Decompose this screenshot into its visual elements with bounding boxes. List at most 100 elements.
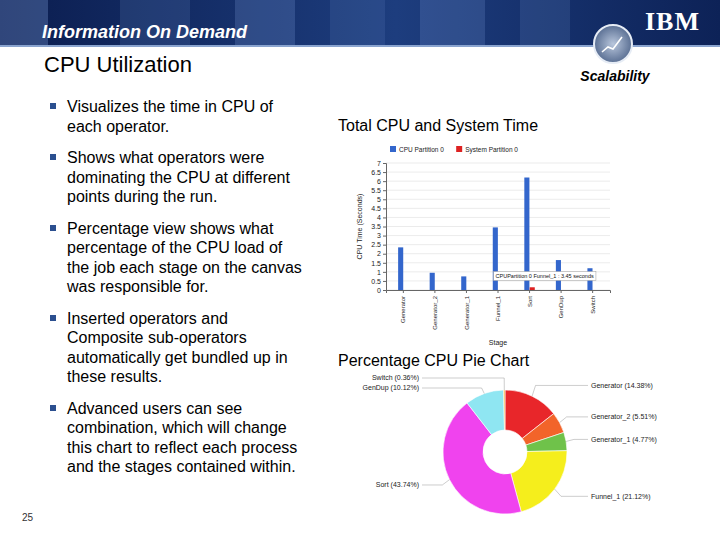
logo: IBM	[645, 7, 700, 36]
leader-line	[560, 417, 588, 423]
leader-line	[532, 385, 588, 396]
bullet-marker	[50, 103, 56, 109]
bullet-item: Shows what operators were dominating the…	[50, 148, 302, 207]
grid-line	[386, 172, 610, 173]
x-axis: Generator Generator_2 Generator_1 Funnel_1 S…	[387, 290, 611, 330]
x-tick: Generator	[400, 290, 406, 323]
bullet-marker	[50, 315, 56, 321]
y-tick-label: 5	[377, 196, 381, 203]
badge-label: Scalability	[580, 68, 650, 84]
banner-decoration	[420, 0, 485, 45]
bullet-list: Visualizes the time in CPU of each opera…	[50, 97, 302, 489]
leader-line	[566, 439, 588, 441]
banner-decoration	[330, 0, 385, 45]
y-tick: 5	[377, 196, 386, 203]
bullet-text: Advanced users can see combination, whic…	[67, 400, 297, 476]
y-tick-mark	[383, 281, 386, 282]
leader-line	[555, 489, 588, 496]
grid-line	[386, 208, 610, 209]
bullet-text: Percentage view shows what percentage of…	[67, 220, 302, 296]
y-tick-mark	[383, 290, 386, 291]
y-tick: 2	[377, 250, 386, 257]
pie-label: Sort (43.74%)	[376, 481, 419, 489]
badge-icon	[594, 25, 632, 63]
x-axis-title: Stage	[489, 339, 507, 347]
legend-swatch	[390, 146, 396, 152]
x-tick-mark	[561, 290, 562, 293]
bar	[430, 273, 435, 290]
y-tick-mark	[383, 163, 386, 164]
badge-glyph	[602, 37, 622, 52]
legend-label: CPU Partition 0	[399, 146, 444, 153]
pie-label: Funnel_1 (21.12%)	[591, 493, 651, 501]
y-tick-label: 1	[377, 269, 381, 276]
slide-title: CPU Utilization	[44, 52, 192, 77]
banner-text: Information On Demand	[42, 22, 248, 42]
y-tick-mark	[383, 181, 386, 182]
grid-line	[386, 181, 610, 182]
y-tick-label: 3.5	[371, 223, 381, 230]
pie-label: Generator_1 (4.77%)	[591, 436, 657, 444]
bullet-text: Visualizes the time in CPU of each opera…	[67, 98, 273, 135]
y-axis-title: CPU Time (Seconds)	[356, 194, 364, 260]
x-tick-label: Generator_1	[464, 295, 470, 329]
y-tick: 4	[377, 214, 386, 221]
bar	[403, 290, 408, 291]
leader-line	[422, 378, 504, 390]
annotation-box	[494, 272, 596, 281]
x-tick: Switch	[590, 290, 596, 314]
y-tick: 0	[377, 287, 386, 294]
bullet-marker	[50, 405, 56, 411]
x-tick-mark	[403, 290, 404, 293]
x-tick-label: GenDup	[558, 295, 564, 318]
bar	[467, 290, 472, 291]
y-tick: 3	[377, 232, 386, 239]
x-tick-mark	[529, 290, 530, 293]
leader-line	[422, 388, 484, 394]
pie-slice	[511, 451, 567, 512]
y-axis-line	[383, 164, 387, 291]
y-tick: 6.5	[371, 169, 386, 176]
y-tick-mark	[383, 254, 386, 255]
y-tick-label: 7	[377, 160, 381, 167]
y-tick-label: 2.5	[371, 241, 381, 248]
y-tick-label: 6	[377, 178, 381, 185]
x-tick-label: Switch	[590, 296, 596, 314]
page-number: 25	[22, 512, 34, 523]
grid-line	[386, 163, 610, 164]
slide: Information On Demand IBM Scalability CPU U…	[0, 0, 720, 540]
bar	[435, 290, 440, 291]
bullet-item: Inserted operators and Composite sub-ope…	[50, 309, 302, 387]
grid-line	[386, 226, 610, 227]
bar	[530, 287, 535, 290]
x-tick-label: Generator_2	[432, 295, 438, 329]
x-tick-label: Funnel_1	[495, 295, 501, 321]
pie-label: Generator (14.38%)	[591, 382, 653, 390]
grid-line	[386, 244, 610, 245]
pie	[443, 390, 567, 514]
x-axis-line	[387, 291, 611, 294]
legend-swatch	[456, 146, 462, 152]
chart-title: Total CPU and System Time	[338, 117, 538, 134]
bullet-text: Inserted operators and Composite sub-ope…	[67, 310, 288, 386]
y-tick-mark	[383, 172, 386, 173]
pie-label: GenDup (10.12%)	[363, 384, 419, 392]
grid-line	[386, 190, 610, 191]
x-tick-mark	[592, 290, 593, 293]
bar	[561, 290, 566, 291]
y-tick-mark	[383, 263, 386, 264]
legend-label: System Partition 0	[465, 146, 518, 154]
x-tick-mark	[498, 290, 499, 293]
bullet-text: Shows what operators were dominating the…	[67, 149, 290, 205]
y-tick: 5.5	[371, 187, 386, 194]
y-tick-label: 0.5	[371, 278, 381, 285]
y-tick-mark	[383, 272, 386, 273]
legend: CPU Partition 0 System Partition 0	[390, 146, 518, 154]
x-tick: GenDup	[558, 290, 564, 318]
y-axis: 00.511.522.533.544.555.566.57	[371, 160, 386, 294]
annotation-text: CPUPartition 0 Funnel_1 : 3.45 seconds	[496, 273, 594, 279]
pie-labels: Generator (14.38%)Generator_2 (5.51%)Gen…	[363, 374, 657, 500]
y-tick-mark	[383, 199, 386, 200]
y-tick-label: 4.5	[371, 205, 381, 212]
bullet-marker	[50, 154, 56, 160]
